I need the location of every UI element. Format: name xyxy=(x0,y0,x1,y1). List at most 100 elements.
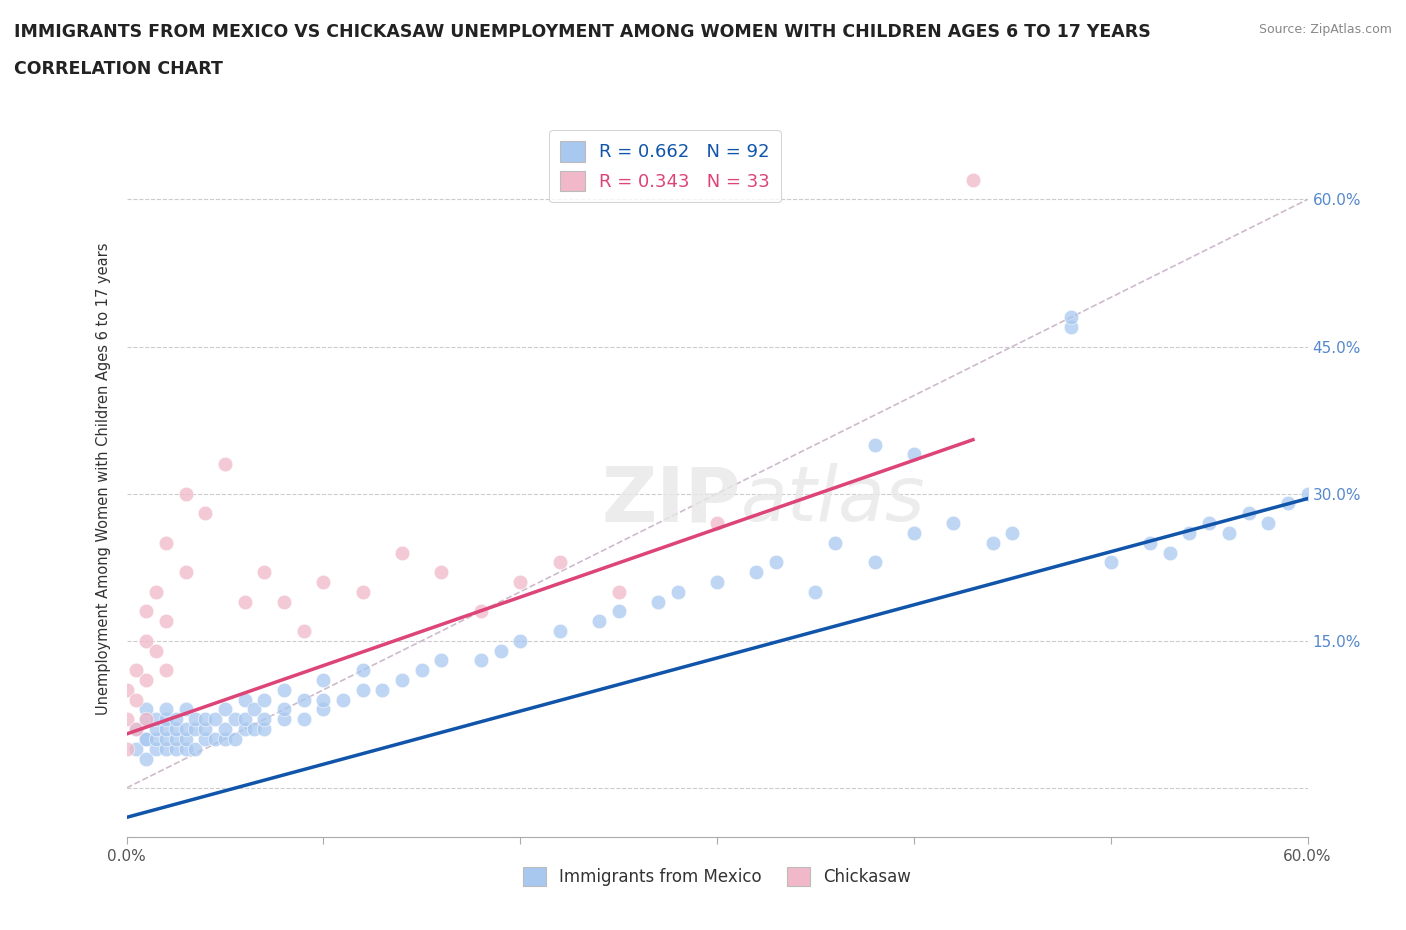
Point xyxy=(470,604,492,618)
Point xyxy=(1257,515,1279,530)
Point xyxy=(125,692,148,707)
Point xyxy=(273,594,295,609)
Point xyxy=(430,565,453,579)
Point xyxy=(145,722,167,737)
Point xyxy=(1296,486,1319,501)
Point xyxy=(115,741,138,756)
Text: ZIP: ZIP xyxy=(602,463,741,538)
Point xyxy=(1139,536,1161,551)
Point xyxy=(489,644,512,658)
Point xyxy=(352,584,374,599)
Point xyxy=(292,692,315,707)
Point xyxy=(706,515,728,530)
Point xyxy=(184,711,207,726)
Point xyxy=(145,644,167,658)
Point xyxy=(253,565,276,579)
Point xyxy=(1099,555,1122,570)
Point xyxy=(253,692,276,707)
Point xyxy=(273,683,295,698)
Point xyxy=(824,536,846,551)
Point xyxy=(1178,525,1201,540)
Point xyxy=(135,604,157,618)
Point xyxy=(115,683,138,698)
Point xyxy=(135,732,157,747)
Point xyxy=(233,722,256,737)
Text: IMMIGRANTS FROM MEXICO VS CHICKASAW UNEMPLOYMENT AMONG WOMEN WITH CHILDREN AGES : IMMIGRANTS FROM MEXICO VS CHICKASAW UNEM… xyxy=(14,23,1150,41)
Point xyxy=(312,702,335,717)
Point xyxy=(391,672,413,687)
Point xyxy=(155,711,177,726)
Point xyxy=(165,741,187,756)
Point xyxy=(184,722,207,737)
Point xyxy=(666,584,689,599)
Point xyxy=(135,711,157,726)
Point xyxy=(430,653,453,668)
Point xyxy=(273,711,295,726)
Point xyxy=(903,525,925,540)
Point xyxy=(174,565,197,579)
Point xyxy=(174,722,197,737)
Point xyxy=(194,732,217,747)
Point xyxy=(155,663,177,678)
Point xyxy=(607,584,630,599)
Point xyxy=(135,672,157,687)
Point xyxy=(548,623,571,638)
Point xyxy=(863,437,886,452)
Point xyxy=(607,604,630,618)
Point xyxy=(253,711,276,726)
Point xyxy=(125,722,148,737)
Point xyxy=(135,633,157,648)
Point xyxy=(214,457,236,472)
Point xyxy=(155,614,177,629)
Point xyxy=(194,506,217,521)
Legend: Immigrants from Mexico, Chickasaw: Immigrants from Mexico, Chickasaw xyxy=(516,860,918,893)
Point xyxy=(145,711,167,726)
Text: Source: ZipAtlas.com: Source: ZipAtlas.com xyxy=(1258,23,1392,36)
Point xyxy=(273,702,295,717)
Point xyxy=(253,722,276,737)
Point xyxy=(352,683,374,698)
Point xyxy=(371,683,394,698)
Point xyxy=(312,575,335,590)
Point xyxy=(863,555,886,570)
Point xyxy=(312,672,335,687)
Point xyxy=(155,741,177,756)
Point xyxy=(135,702,157,717)
Point xyxy=(1060,320,1083,335)
Point xyxy=(470,653,492,668)
Point xyxy=(214,702,236,717)
Point xyxy=(243,702,266,717)
Point xyxy=(981,536,1004,551)
Point xyxy=(214,732,236,747)
Point xyxy=(145,584,167,599)
Point xyxy=(765,555,787,570)
Point xyxy=(194,722,217,737)
Point xyxy=(588,614,610,629)
Point xyxy=(647,594,669,609)
Point xyxy=(942,515,965,530)
Point xyxy=(174,702,197,717)
Point xyxy=(903,447,925,462)
Point xyxy=(292,623,315,638)
Point xyxy=(125,722,148,737)
Point xyxy=(125,741,148,756)
Point xyxy=(165,722,187,737)
Point xyxy=(214,722,236,737)
Point xyxy=(962,172,984,187)
Point xyxy=(174,741,197,756)
Point xyxy=(1277,496,1299,511)
Point xyxy=(115,711,138,726)
Point xyxy=(1060,310,1083,325)
Point xyxy=(391,545,413,560)
Point xyxy=(411,663,433,678)
Point xyxy=(312,692,335,707)
Point xyxy=(155,702,177,717)
Point xyxy=(233,594,256,609)
Point xyxy=(1237,506,1260,521)
Point xyxy=(1198,515,1220,530)
Point xyxy=(204,711,226,726)
Point xyxy=(1159,545,1181,560)
Point xyxy=(292,711,315,726)
Point xyxy=(745,565,768,579)
Point xyxy=(233,692,256,707)
